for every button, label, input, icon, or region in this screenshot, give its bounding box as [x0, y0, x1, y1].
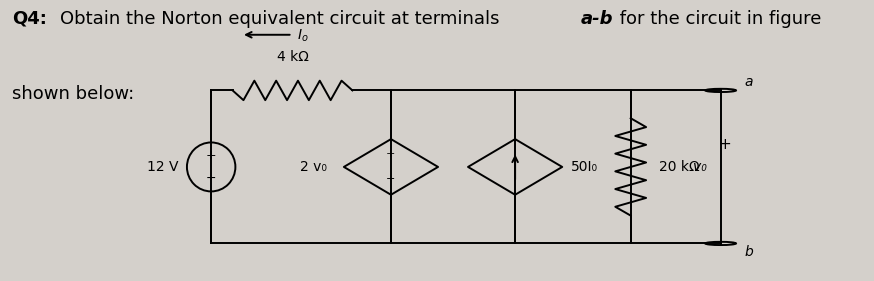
- Text: +: +: [206, 149, 217, 162]
- Text: +: +: [386, 149, 396, 159]
- Text: 20 kΩ: 20 kΩ: [659, 160, 699, 174]
- Text: 50I₀: 50I₀: [571, 160, 598, 174]
- Text: 2 v₀: 2 v₀: [300, 160, 327, 174]
- Text: −: −: [386, 175, 396, 184]
- Text: Q4:: Q4:: [11, 10, 46, 28]
- Text: a: a: [745, 75, 753, 89]
- Text: $I_o$: $I_o$: [297, 28, 309, 44]
- Text: shown below:: shown below:: [11, 85, 134, 103]
- Text: 4 kΩ: 4 kΩ: [276, 50, 309, 64]
- Text: 12 V: 12 V: [147, 160, 178, 174]
- Text: −: −: [206, 171, 217, 184]
- Text: a-b: a-b: [580, 10, 613, 28]
- Text: v₀: v₀: [693, 160, 707, 174]
- Text: Obtain the Norton equivalent circuit at terminals: Obtain the Norton equivalent circuit at …: [59, 10, 505, 28]
- Text: for the circuit in figure: for the circuit in figure: [614, 10, 822, 28]
- Text: +: +: [718, 137, 732, 152]
- Text: b: b: [745, 245, 753, 259]
